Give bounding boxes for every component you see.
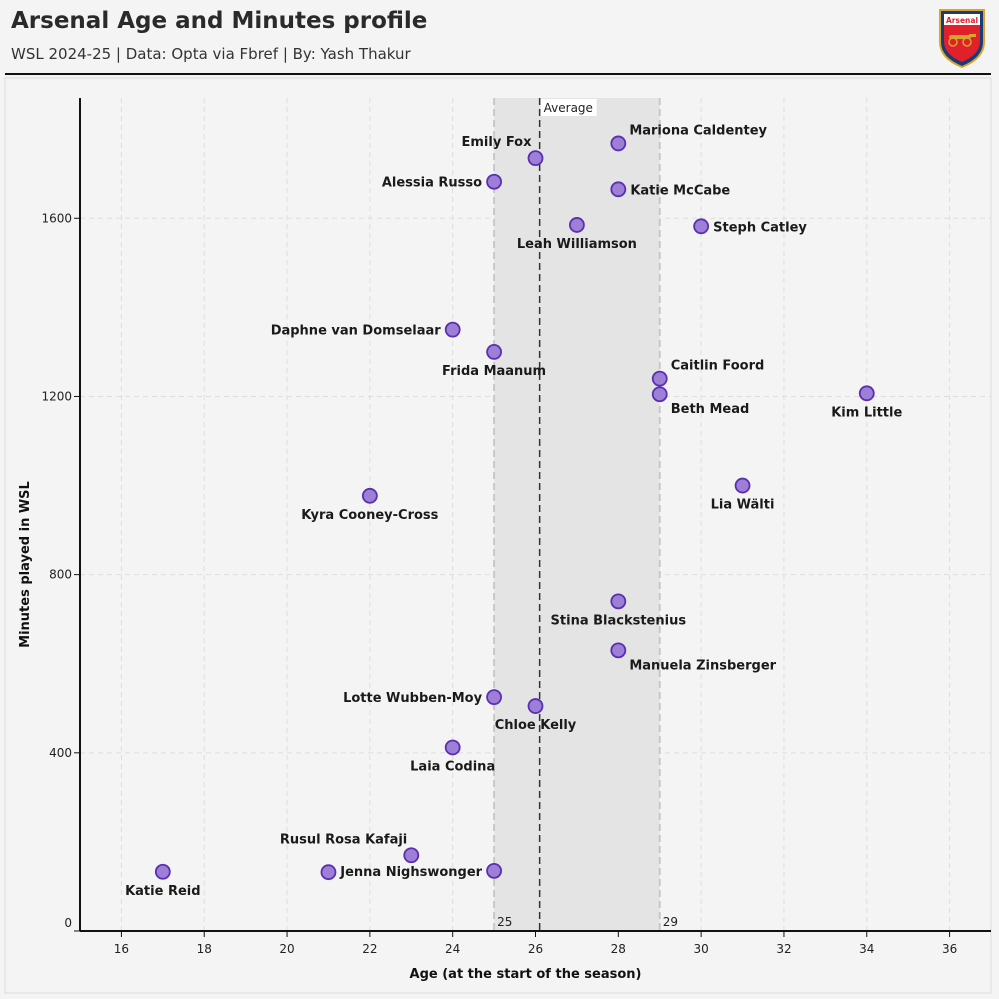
svg-text:Arsenal: Arsenal — [946, 16, 978, 25]
point-label: Katie McCabe — [630, 183, 730, 198]
data-point — [858, 385, 875, 402]
x-tick-label: 26 — [528, 942, 543, 956]
y-tick-label: 400 — [49, 746, 72, 760]
data-point — [693, 218, 710, 235]
page-title: Arsenal Age and Minutes profile — [11, 8, 428, 34]
point-label: Alessia Russo — [382, 176, 482, 191]
data-point — [569, 217, 585, 233]
point-label: Katie Reid — [125, 884, 200, 899]
average-label-bg — [540, 99, 597, 116]
x-tick-label: 32 — [776, 942, 791, 956]
data-point — [651, 386, 668, 403]
point-label: Kyra Cooney-Cross — [301, 508, 438, 523]
point-label: Lotte Wubben-Moy — [343, 691, 483, 706]
point-label: Lia Wälti — [711, 498, 775, 513]
data-point — [486, 173, 502, 190]
point-label: Kim Little — [831, 405, 902, 420]
y-tick-label: 1600 — [41, 211, 72, 225]
point-label: Caitlin Foord — [671, 359, 765, 374]
data-point — [444, 739, 461, 756]
data-point — [734, 477, 751, 494]
x-tick-label: 30 — [693, 942, 708, 956]
y-tick-label: 800 — [49, 568, 72, 582]
x-tick-label: 22 — [362, 942, 377, 956]
data-point — [444, 321, 461, 338]
point-label: Rusul Rosa Kafaji — [280, 832, 407, 847]
x-tick-label: 18 — [197, 942, 212, 956]
band-to-label: 29 — [663, 915, 678, 929]
y-axis-title: Minutes played in WSL — [18, 481, 33, 648]
x-tick-label: 24 — [445, 942, 460, 956]
peak-age-band — [494, 98, 660, 931]
point-label: Beth Mead — [671, 402, 750, 417]
data-point — [527, 698, 544, 714]
page-subtitle: WSL 2024-25 | Data: Opta via Fbref | By:… — [11, 45, 411, 63]
point-label: Stina Blackstenius — [551, 613, 687, 628]
data-point — [403, 847, 420, 864]
chart-border — [4, 77, 992, 994]
header-divider — [5, 73, 991, 75]
point-label: Jenna Nighswonger — [339, 865, 482, 880]
data-point — [610, 135, 627, 152]
data-point — [610, 642, 627, 659]
x-tick-label: 36 — [942, 942, 957, 956]
data-point — [610, 593, 627, 610]
average-label: Average — [544, 101, 593, 115]
y-tick-label: 0 — [64, 916, 72, 930]
data-point — [361, 487, 378, 504]
x-tick-label: 34 — [859, 942, 874, 956]
x-tick-label: 20 — [279, 942, 294, 956]
data-point — [486, 344, 502, 360]
band-from-label: 25 — [497, 915, 512, 929]
data-point — [486, 689, 502, 706]
data-point — [610, 181, 627, 198]
point-label: Manuela Zinsberger — [629, 658, 776, 673]
point-label: Steph Catley — [713, 220, 807, 235]
data-point — [527, 150, 544, 167]
x-tick-label: 16 — [114, 942, 129, 956]
x-tick-label: 28 — [611, 942, 626, 956]
point-label: Emily Fox — [461, 135, 532, 150]
point-label: Chloe Kelly — [495, 718, 577, 733]
data-point — [651, 370, 668, 387]
point-label: Daphne van Domselaar — [271, 324, 442, 339]
y-tick-label: 1200 — [41, 389, 72, 403]
point-label: Laia Codina — [410, 759, 495, 774]
point-label: Frida Maanum — [442, 364, 546, 379]
x-axis-title: Age (at the start of the season) — [410, 967, 642, 982]
point-label: Mariona Caldentey — [629, 123, 767, 138]
data-point — [154, 863, 171, 880]
data-point — [320, 864, 337, 881]
arsenal-crest-logo: Arsenal — [939, 9, 985, 68]
data-point — [486, 862, 502, 879]
point-label: Leah Williamson — [517, 237, 637, 252]
